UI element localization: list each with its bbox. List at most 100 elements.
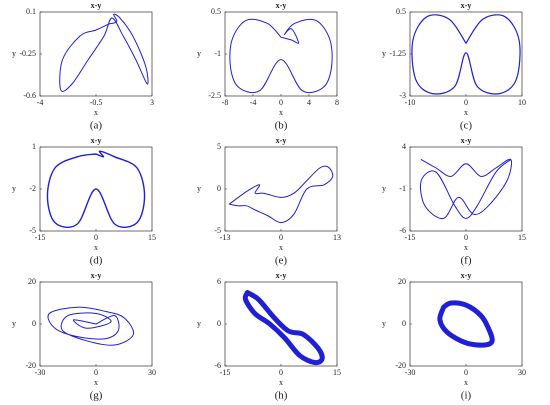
- panel-title: x-y: [276, 136, 287, 145]
- x-tick-label: 0: [464, 233, 468, 242]
- y-tick-label: 4: [402, 142, 406, 151]
- trajectory: [228, 165, 334, 224]
- y-tick-label: -2.5: [208, 91, 221, 100]
- x-tick-label: -10: [405, 98, 416, 107]
- axes-frame: [39, 11, 153, 97]
- panel-label: (f): [461, 255, 472, 267]
- y-tick-label: -1: [399, 184, 406, 193]
- trajectory: [46, 150, 146, 228]
- y-tick-label: 20: [28, 277, 36, 286]
- y-tick-label: 20: [398, 277, 406, 286]
- panel-label: (c): [460, 120, 473, 132]
- x-tick-label: -30: [35, 368, 46, 377]
- y-tick-label: 0.5: [211, 7, 221, 16]
- y-tick-label: 1: [32, 142, 36, 151]
- panel-title: x-y: [461, 271, 472, 280]
- x-tick-label: 0: [94, 368, 98, 377]
- x-tick-label: 0: [279, 233, 283, 242]
- y-axis-label: y: [382, 319, 386, 328]
- x-axis-label: x: [464, 108, 468, 117]
- y-axis-label: y: [12, 49, 16, 58]
- y-tick-label: 0: [32, 319, 36, 328]
- x-tick-label: 30: [518, 368, 526, 377]
- trajectory: [59, 13, 149, 92]
- trajectory: [242, 290, 325, 366]
- x-axis-label: x: [279, 243, 283, 252]
- panel-label: (e): [275, 255, 288, 267]
- axes-frame: [409, 281, 523, 367]
- x-tick-label: 0: [464, 368, 468, 377]
- x-tick-label: -15: [220, 368, 231, 377]
- y-axis-label: y: [382, 49, 386, 58]
- x-axis-label: x: [94, 108, 98, 117]
- y-tick-label: -20: [25, 361, 36, 370]
- y-tick-label: 5: [217, 142, 221, 151]
- trajectory: [437, 300, 495, 348]
- axes-frame: [224, 146, 338, 232]
- y-tick-label: -5: [29, 226, 36, 235]
- panel-label: (i): [461, 390, 472, 402]
- x-tick-label: 3: [150, 98, 154, 107]
- panel-label: (g): [90, 390, 103, 402]
- x-tick-label: -0.5: [90, 98, 103, 107]
- y-axis-label: y: [197, 49, 201, 58]
- x-tick-label: -8: [222, 98, 229, 107]
- y-tick-label: 6: [217, 277, 221, 286]
- panel-title: x-y: [276, 1, 287, 10]
- x-tick-label: 30: [148, 368, 156, 377]
- y-axis-label: y: [197, 184, 201, 193]
- x-axis-label: x: [279, 108, 283, 117]
- x-tick-label: 0: [94, 233, 98, 242]
- trajectory: [229, 18, 333, 94]
- y-axis-label: y: [382, 184, 386, 193]
- trajectory: [411, 14, 521, 95]
- panel-label: (d): [90, 255, 103, 267]
- x-tick-label: -4: [37, 98, 44, 107]
- x-axis-label: x: [94, 243, 98, 252]
- x-tick-label: -13: [220, 233, 231, 242]
- x-axis-label: x: [464, 378, 468, 387]
- x-axis-label: x: [464, 243, 468, 252]
- x-tick-label: 0: [464, 98, 468, 107]
- panel-title: x-y: [91, 1, 102, 10]
- trajectory: [419, 158, 513, 220]
- x-tick-label: -15: [405, 233, 416, 242]
- y-tick-label: 0: [217, 319, 221, 328]
- y-axis-label: y: [12, 319, 16, 328]
- x-tick-label: -4: [250, 98, 257, 107]
- x-tick-label: -30: [405, 368, 416, 377]
- y-tick-label: -5: [214, 226, 221, 235]
- panel-label: (a): [90, 120, 103, 132]
- panel-title: x-y: [461, 1, 472, 10]
- x-axis-label: x: [94, 378, 98, 387]
- x-axis-label: x: [279, 378, 283, 387]
- panel-title: x-y: [91, 136, 102, 145]
- x-tick-label: 0: [279, 98, 283, 107]
- y-tick-label: 0: [217, 184, 221, 193]
- y-tick-label: 0: [402, 319, 406, 328]
- panel-title: x-y: [276, 271, 287, 280]
- panel-label: (b): [275, 120, 288, 132]
- y-axis-label: y: [12, 184, 16, 193]
- x-tick-label: 15: [148, 233, 156, 242]
- x-tick-label: 8: [335, 98, 339, 107]
- y-tick-label: 0.1: [26, 7, 36, 16]
- y-tick-label: -1: [214, 49, 221, 58]
- y-tick-label: -0.25: [19, 49, 36, 58]
- y-tick-label: -6: [214, 361, 221, 370]
- x-tick-label: 0: [279, 368, 283, 377]
- panel-title: x-y: [91, 271, 102, 280]
- trajectory: [47, 306, 135, 346]
- x-tick-label: 10: [518, 98, 526, 107]
- y-tick-label: 0.5: [396, 7, 406, 16]
- panel-label: (h): [275, 390, 288, 402]
- y-tick-label: -6: [399, 226, 406, 235]
- axes-frame: [224, 11, 338, 97]
- y-tick-label: -1.25: [389, 49, 406, 58]
- y-tick-label: -3: [399, 91, 406, 100]
- panel-title: x-y: [461, 136, 472, 145]
- y-axis-label: y: [197, 319, 201, 328]
- x-tick-label: 4: [307, 98, 311, 107]
- x-tick-label: 13: [333, 233, 341, 242]
